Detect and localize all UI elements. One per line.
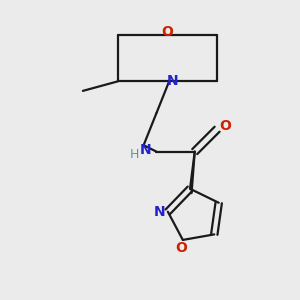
Text: N: N: [140, 143, 151, 157]
Text: O: O: [175, 241, 187, 255]
Text: N: N: [167, 74, 178, 88]
Text: N: N: [154, 205, 166, 219]
Text: O: O: [219, 119, 231, 133]
Text: O: O: [162, 25, 173, 39]
Text: H: H: [129, 148, 139, 161]
